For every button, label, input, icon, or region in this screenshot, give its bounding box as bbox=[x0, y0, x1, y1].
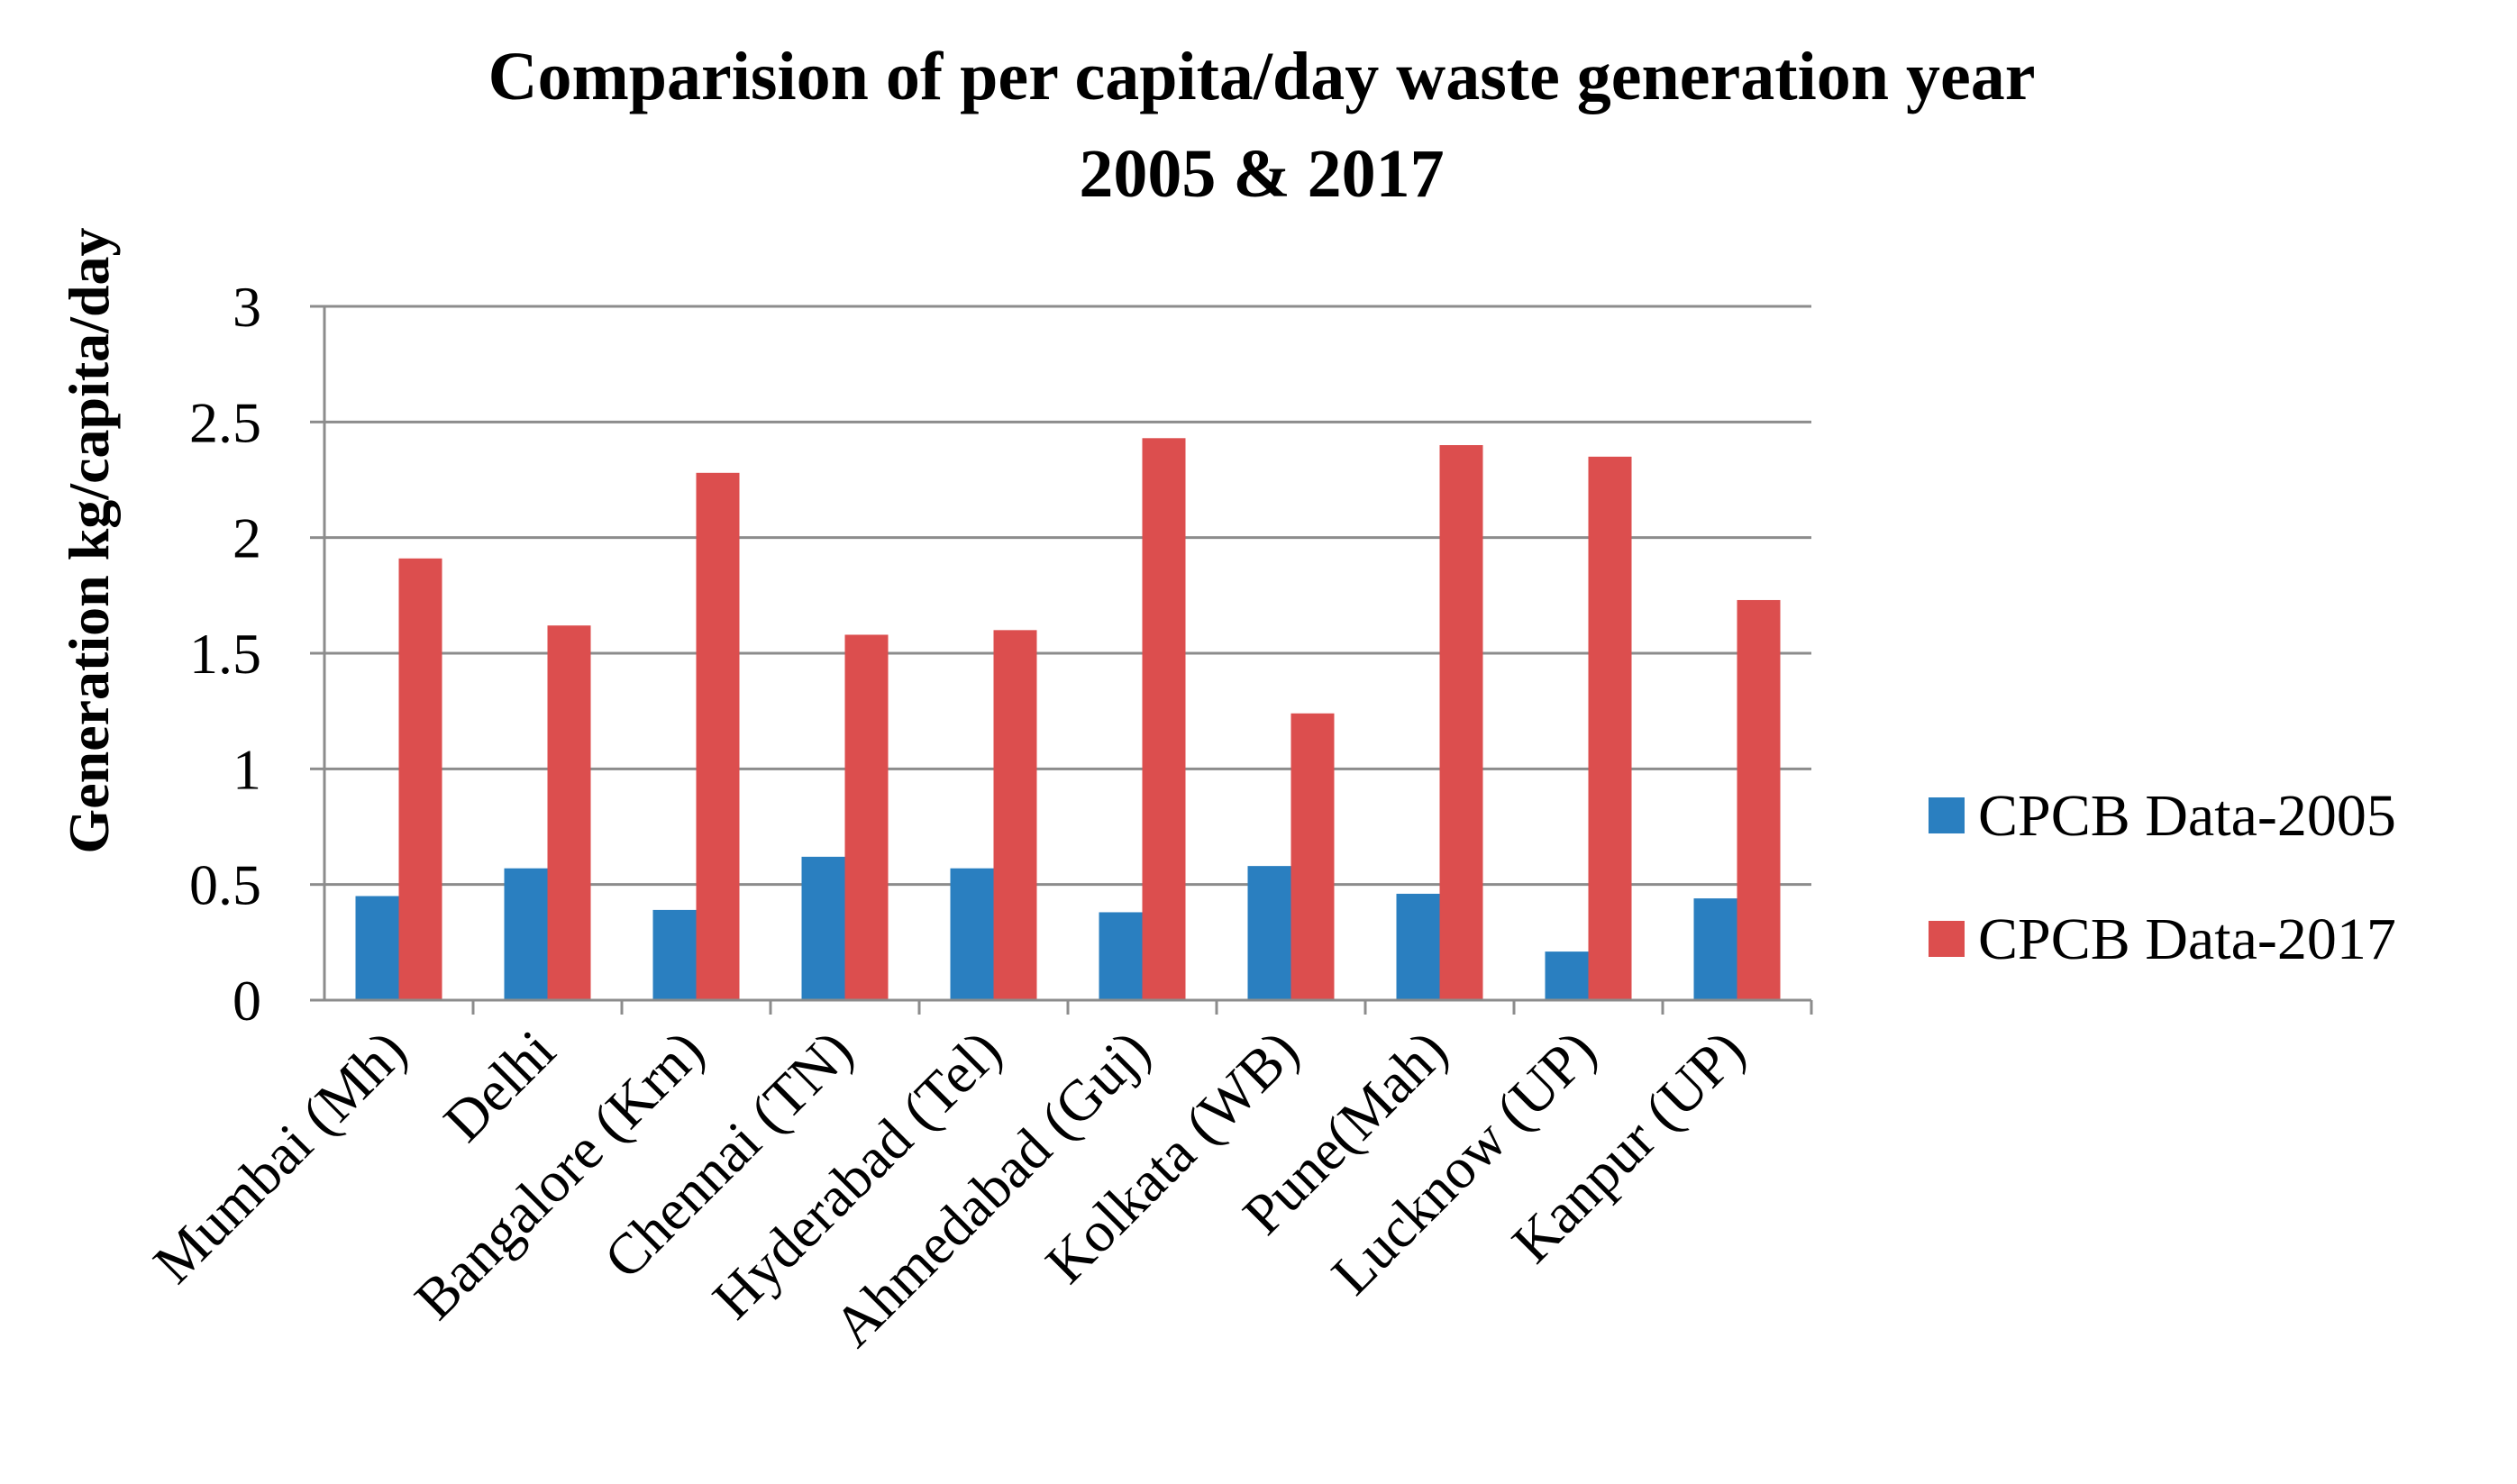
y-tick-label: 2.5 bbox=[189, 390, 261, 454]
bar-2017 bbox=[1737, 599, 1781, 1000]
legend-label: CPCB Data-2017 bbox=[1978, 906, 2396, 972]
bar-2017 bbox=[547, 625, 591, 1000]
bar-2017 bbox=[696, 472, 740, 1000]
bar-2017 bbox=[1588, 456, 1632, 1000]
x-category-label: Mumbai (Mh) bbox=[141, 1018, 419, 1296]
chart-title-line-2: 2005 & 2017 bbox=[1079, 136, 1444, 212]
axes bbox=[323, 306, 1813, 1015]
bar-2017 bbox=[1439, 445, 1483, 1000]
bar-2005 bbox=[1396, 893, 1440, 1000]
chart-title-line-1: Comparision of per capita/day waste gene… bbox=[488, 39, 2036, 114]
legend-swatch bbox=[1929, 797, 1965, 833]
y-tick-label: 0.5 bbox=[189, 853, 261, 917]
bar-2017 bbox=[844, 634, 889, 1000]
x-category-label: Delhi bbox=[432, 1018, 568, 1154]
bars bbox=[355, 438, 1781, 1000]
bar-2005 bbox=[355, 896, 399, 1000]
bar-2017 bbox=[1142, 438, 1186, 1000]
bar-2005 bbox=[950, 868, 994, 1000]
bar-2005 bbox=[1247, 866, 1291, 1000]
bar-2017 bbox=[993, 630, 1037, 1000]
bar-2017 bbox=[1290, 713, 1335, 1000]
legend-swatch bbox=[1929, 921, 1965, 957]
x-category-label: Lucknow (UP) bbox=[1319, 1018, 1608, 1306]
y-tick-label: 3 bbox=[233, 275, 261, 339]
bar-2005 bbox=[1693, 898, 1737, 1000]
y-axis-label: Generation kg/capita/day bbox=[57, 227, 121, 853]
y-tick-label: 2 bbox=[233, 506, 261, 570]
y-tick-label: 1.5 bbox=[189, 622, 261, 686]
y-tick-label: 1 bbox=[233, 737, 261, 801]
bar-2017 bbox=[398, 558, 442, 1000]
bar-2005 bbox=[801, 856, 845, 1000]
legend-label: CPCB Data-2005 bbox=[1978, 783, 2396, 849]
bar-2005 bbox=[652, 909, 697, 1000]
y-tick-label: 0 bbox=[233, 969, 261, 1033]
legend: CPCB Data-2005 CPCB Data-2017 bbox=[1929, 783, 2396, 972]
bar-2005 bbox=[1099, 912, 1143, 1000]
bar-2005 bbox=[504, 868, 548, 1000]
bar-2005 bbox=[1545, 951, 1589, 1000]
y-axis-ticks: 0 0.5 1 1.5 2 2.5 3 bbox=[189, 275, 324, 1033]
